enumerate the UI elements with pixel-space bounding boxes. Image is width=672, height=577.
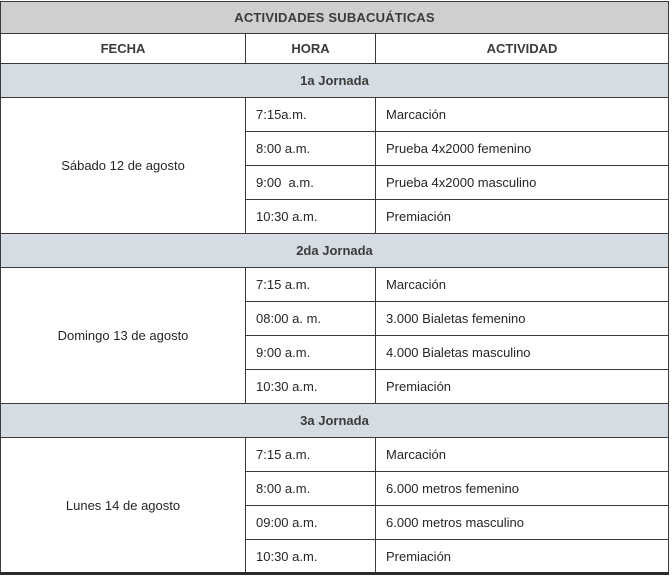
jornada-band-label: 2da Jornada [0, 233, 669, 268]
jornada-band-row: 2da Jornada [0, 233, 669, 268]
jornada-band-row: 3a Jornada [0, 403, 669, 438]
column-header-fecha: FECHA [0, 33, 246, 64]
date-cell: Sábado 12 de agosto [0, 97, 246, 234]
date-cell: Domingo 13 de agosto [0, 267, 246, 404]
activity-cell: 3.000 Bialetas femenino [375, 301, 669, 336]
table-row: 9:00 a.m. Prueba 4x2000 masculino [1, 165, 669, 200]
activity-cell: Marcación [375, 267, 669, 302]
time-cell: 10:30 a.m. [245, 369, 376, 404]
activity-cell: Prueba 4x2000 femenino [375, 131, 669, 166]
time-cell: 10:30 a.m. [245, 539, 376, 574]
activity-cell: Marcación [375, 97, 669, 132]
column-header-row: FECHA HORA ACTIVIDAD [0, 33, 669, 64]
table-title: ACTIVIDADES SUBACUÁTICAS [0, 1, 669, 34]
time-cell: 08:00 a. m. [245, 301, 376, 336]
table-row: 10:30 a.m. Premiación [1, 369, 669, 404]
time-cell: 8:00 a.m. [245, 471, 376, 506]
jornada-band-label: 3a Jornada [0, 403, 669, 438]
jornada-band-row: 1a Jornada [0, 63, 669, 98]
table-row: Sábado 12 de agosto 7:15a.m. Marcación [0, 97, 669, 234]
activity-cell: 6.000 metros femenino [375, 471, 669, 506]
table-row: Lunes 14 de agosto 7:15 a.m. Marcación [0, 437, 669, 574]
date-cell: Lunes 14 de agosto [0, 437, 246, 574]
table-row: 8:00 a.m. 6.000 metros femenino [1, 471, 669, 506]
activity-cell: 4.000 Bialetas masculino [375, 335, 669, 370]
column-header-hora: HORA [245, 33, 376, 64]
time-cell: 7:15a.m. [245, 97, 376, 132]
table-row: Domingo 13 de agosto 7:15 a.m. Marcación [0, 267, 669, 404]
jornada-band-label: 1a Jornada [0, 63, 669, 98]
activity-cell: Premiación [375, 199, 669, 234]
time-cell: 9:00 a.m. [245, 335, 376, 370]
time-cell: 9:00 a.m. [245, 165, 376, 200]
activity-cell: Marcación [375, 437, 669, 472]
activity-cell: 6.000 metros masculino [375, 505, 669, 540]
time-cell: 8:00 a.m. [245, 131, 376, 166]
activity-cell: Prueba 4x2000 masculino [375, 165, 669, 200]
column-header-actividad: ACTIVIDAD [375, 33, 669, 64]
time-cell: 7:15 a.m. [245, 437, 376, 472]
title-row: ACTIVIDADES SUBACUÁTICAS [0, 1, 669, 34]
time-cell: 7:15 a.m. [245, 267, 376, 302]
table-row: 08:00 a. m. 3.000 Bialetas femenino [1, 301, 669, 336]
table-row: 10:30 a.m. Premiación [1, 539, 669, 574]
time-cell: 09:00 a.m. [245, 505, 376, 540]
time-cell: 10:30 a.m. [245, 199, 376, 234]
table-row: 9:00 a.m. 4.000 Bialetas masculino [1, 335, 669, 370]
activity-cell: Premiación [375, 369, 669, 404]
activity-cell: Premiación [375, 539, 669, 574]
table-row: 10:30 a.m. Premiación [1, 199, 669, 234]
table-row: 8:00 a.m. Prueba 4x2000 femenino [1, 131, 669, 166]
